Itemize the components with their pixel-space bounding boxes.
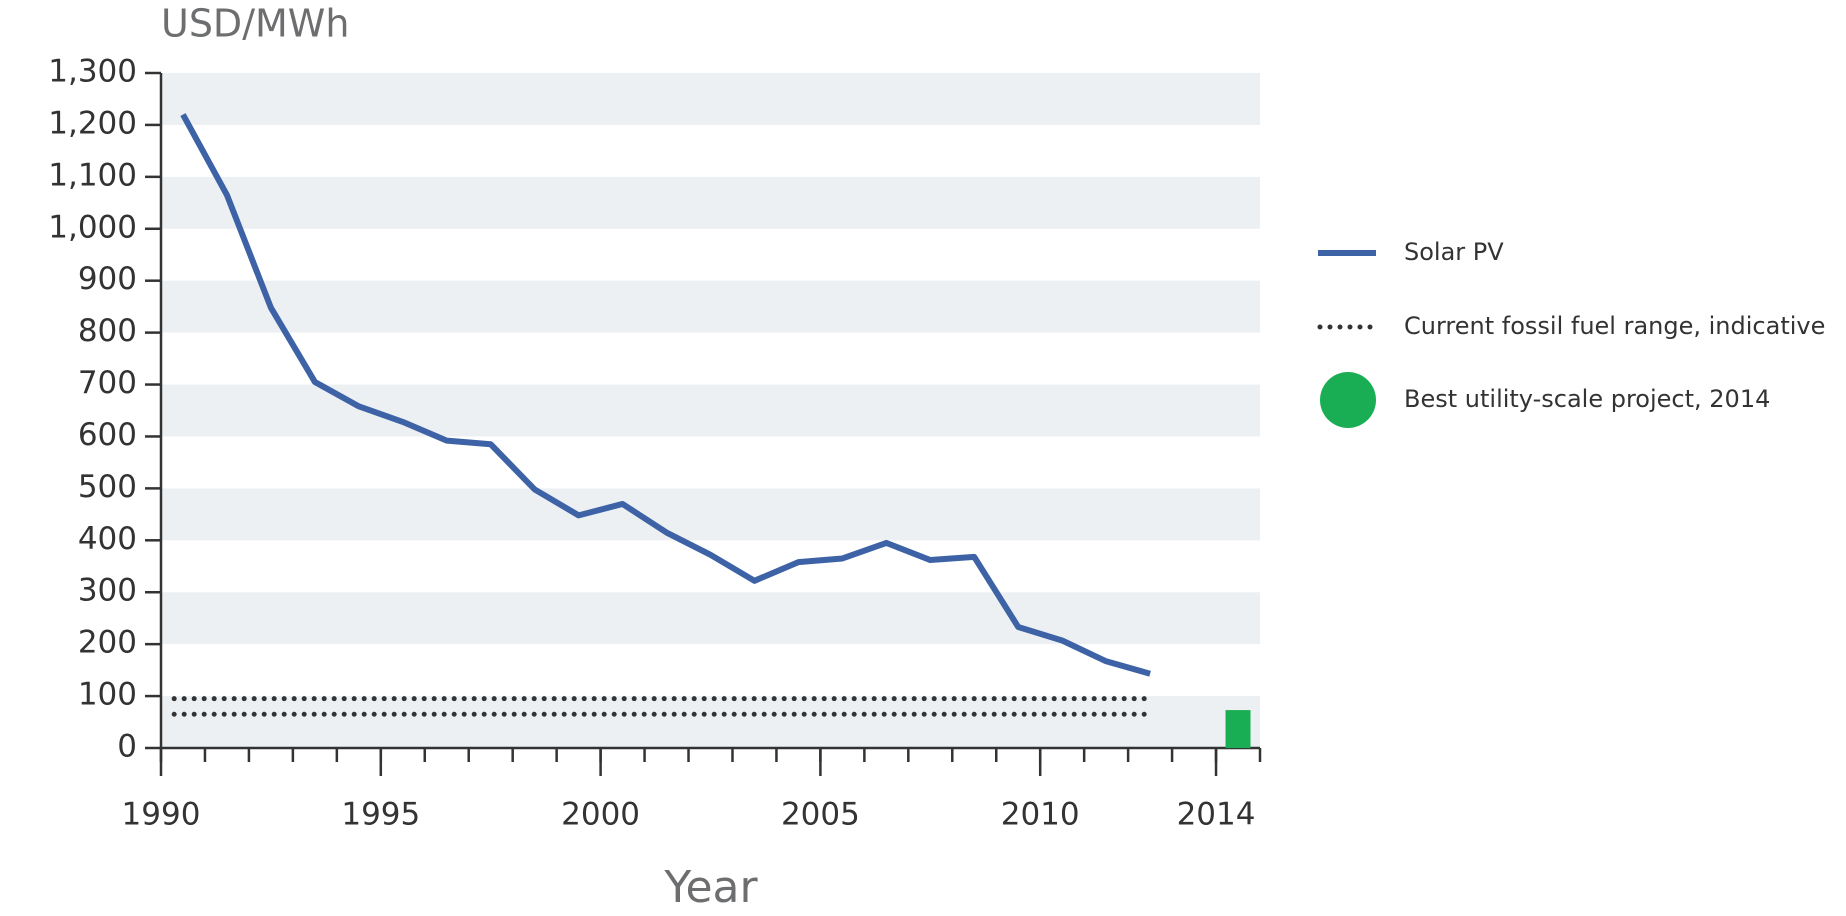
legend-label: Best utility-scale project, 2014 [1404, 385, 1770, 413]
x-axis-title: Year [663, 862, 758, 912]
y-tick-label: 1,200 [48, 105, 137, 141]
y-tick-label: 1,000 [48, 209, 137, 245]
band [161, 176, 1260, 229]
y-tick-label: 100 [78, 677, 137, 713]
legend-swatch [1320, 372, 1376, 428]
y-tick-label: 600 [78, 417, 137, 453]
y-tick-label: 0 [117, 729, 137, 765]
band [161, 73, 1260, 125]
band [161, 592, 1260, 645]
x-tick-label: 2014 [1177, 797, 1256, 833]
y-tick-label: 900 [78, 261, 137, 297]
band [161, 488, 1260, 541]
best-project-bar [1225, 710, 1251, 748]
band [161, 384, 1260, 437]
x-tick-label: 2000 [561, 797, 640, 833]
band [161, 696, 1260, 748]
y-tick-label: 700 [78, 365, 137, 401]
y-tick-label: 300 [78, 573, 137, 609]
background-bands [161, 73, 1260, 748]
band [161, 280, 1260, 333]
x-tick-label: 1995 [341, 797, 420, 833]
y-tick-label: 800 [78, 313, 137, 349]
y-tick-label: 400 [78, 521, 137, 557]
y-axis-title: USD/MWh [161, 2, 349, 46]
x-tick-label: 2005 [781, 797, 860, 833]
y-tick-label: 1,300 [48, 54, 137, 90]
legend-label: Current fossil fuel range, indicative [1404, 312, 1825, 340]
y-tick-label: 1,100 [48, 157, 137, 193]
legend-label: Solar PV [1404, 238, 1504, 266]
y-tick-label: 500 [78, 469, 137, 505]
series-line [180, 113, 1151, 677]
y-tick-label: 200 [78, 625, 137, 661]
x-tick-label: 1990 [122, 797, 201, 833]
x-tick-label: 2010 [1001, 797, 1080, 833]
